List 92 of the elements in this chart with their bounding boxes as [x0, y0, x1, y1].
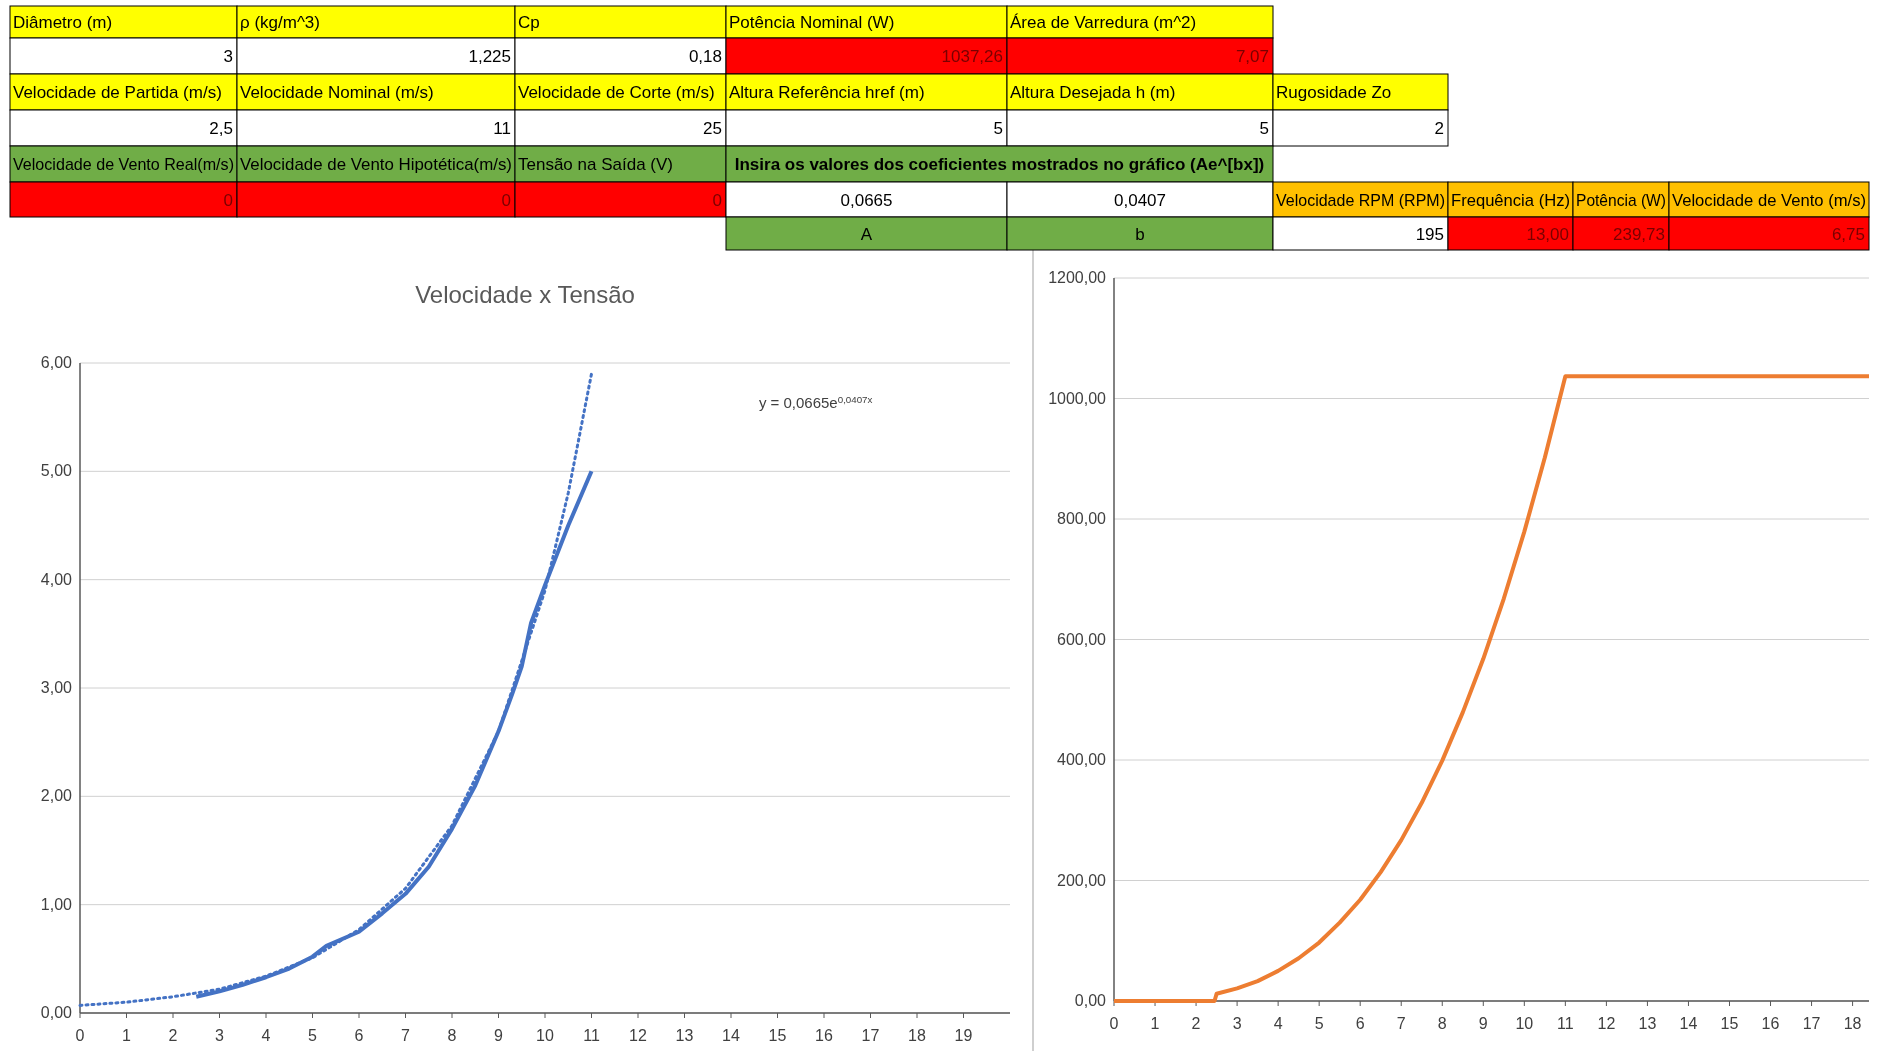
x-tick-label: 14: [722, 1027, 740, 1044]
text: Velocidade de Partida (m/s): [13, 83, 222, 102]
text: 11: [493, 119, 511, 138]
text: Insira os valores dos coeficientes mostrados no gráfico (Ae^[bx]): [734, 155, 1265, 174]
x-tick-label: 14: [1679, 1015, 1698, 1032]
x-tick-label: 1: [122, 1027, 132, 1044]
x-tick-label: 10: [536, 1027, 554, 1044]
y-tick-label: 6,00: [40, 354, 73, 371]
text: 0: [501, 190, 511, 210]
text: 2,5: [209, 119, 233, 138]
text: 2: [1434, 119, 1444, 138]
y-tick-label: 0,00: [40, 1004, 73, 1021]
y-tick-label: 3,00: [40, 679, 73, 696]
text: Velocidade de Vento Hipotética(m/s): [240, 155, 515, 174]
x-tick-label: 9: [1478, 1015, 1488, 1032]
y-tick-label: 600,00: [1057, 630, 1107, 648]
x-tick-label: 16: [1761, 1015, 1780, 1032]
text: 195: [1415, 224, 1444, 244]
text: Diâmetro (m): [13, 13, 113, 32]
text: Área de Varredura (m^2): [1010, 13, 1197, 32]
x-tick-label: 4: [261, 1027, 271, 1044]
text: ρ (kg/m^3): [240, 13, 320, 32]
text: A: [860, 224, 873, 244]
text: 0,18: [688, 47, 722, 66]
y-tick-label: 4,00: [40, 570, 73, 588]
x-tick-label: 12: [1597, 1015, 1616, 1032]
x-tick-label: 13: [675, 1027, 694, 1044]
text: 0,0407: [1114, 190, 1166, 210]
x-tick-label: 16: [815, 1027, 833, 1044]
text: 0: [223, 190, 233, 210]
x-tick-label: 9: [494, 1027, 504, 1044]
y-tick-label: 0,00: [1074, 992, 1107, 1009]
text: 7,07: [1235, 47, 1269, 66]
x-tick-label: 5: [308, 1027, 318, 1044]
y-tick-label: 200,00: [1057, 871, 1107, 889]
x-tick-label: 3: [1232, 1015, 1242, 1032]
text: 0: [712, 190, 722, 210]
y-tick-label: 1000,00: [1048, 389, 1107, 407]
text: 1,225: [468, 47, 511, 66]
x-tick-label: 6: [1355, 1015, 1365, 1032]
x-tick-label: 19: [954, 1027, 973, 1044]
x-tick-label: 4: [1273, 1015, 1283, 1032]
text: 3: [223, 47, 233, 66]
text: Tensão na Saída (V): [518, 155, 673, 174]
text: 1037,26: [941, 47, 1003, 66]
x-tick-label: 8: [1437, 1015, 1447, 1032]
x-tick-label: 15: [1720, 1015, 1739, 1032]
x-tick-label: 3: [215, 1027, 225, 1044]
y-tick-label: 2,00: [40, 787, 73, 805]
x-tick-label: 1: [1150, 1015, 1160, 1032]
x-tick-label: 18: [908, 1027, 926, 1044]
text: Rugosidade Zo: [1276, 83, 1392, 102]
y-tick-label: 1,00: [40, 895, 73, 913]
x-tick-label: 11: [583, 1027, 600, 1044]
x-tick-label: 8: [447, 1027, 457, 1044]
text: Cp: [518, 13, 540, 32]
y-tick-label: 800,00: [1057, 510, 1107, 527]
x-tick-label: 13: [1638, 1015, 1657, 1032]
x-tick-label: 0: [1109, 1015, 1119, 1032]
x-tick-label: 17: [861, 1027, 880, 1044]
text: 239,73: [1613, 224, 1665, 244]
x-tick-label: 18: [1843, 1015, 1862, 1032]
x-tick-label: 5: [1314, 1015, 1324, 1032]
text: 6,75: [1831, 224, 1865, 244]
x-tick-label: 7: [1396, 1015, 1406, 1032]
line-series: [78, 372, 593, 1007]
y-tick-label: 1200,00: [1048, 269, 1107, 286]
text: Velocidade de Corte (m/s): [518, 83, 715, 102]
annotation: y = 0,0665e$^{0,0407x}$: [758, 393, 873, 411]
text: 0,0665: [840, 190, 893, 210]
x-tick-label: 6: [354, 1027, 364, 1044]
text: Velocidade Nominal (m/s): [240, 83, 434, 102]
x-tick-label: 7: [401, 1027, 411, 1044]
text: 5: [993, 119, 1003, 138]
text: b: [1135, 224, 1145, 244]
x-tick-label: 2: [168, 1027, 178, 1044]
text: 25: [703, 119, 722, 138]
x-tick-label: 10: [1515, 1015, 1534, 1032]
x-tick-label: 12: [629, 1027, 647, 1044]
x-tick-label: 2: [1191, 1015, 1201, 1032]
x-tick-label: 17: [1802, 1015, 1821, 1032]
text: Altura Desejada h (m): [1010, 83, 1176, 102]
y-tick-label: 5,00: [40, 462, 73, 480]
text: Potência Nominal (W): [729, 13, 895, 32]
x-tick-label: 11: [1557, 1015, 1574, 1032]
text: 13,00: [1526, 224, 1569, 244]
text: 5: [1259, 119, 1269, 138]
y-tick-label: 400,00: [1057, 751, 1107, 768]
x-tick-label: 0: [75, 1027, 85, 1044]
chart-title: Velocidade x Tensão: [415, 281, 635, 308]
text: Altura Referência href (m): [729, 83, 925, 102]
x-tick-label: 15: [768, 1027, 787, 1044]
